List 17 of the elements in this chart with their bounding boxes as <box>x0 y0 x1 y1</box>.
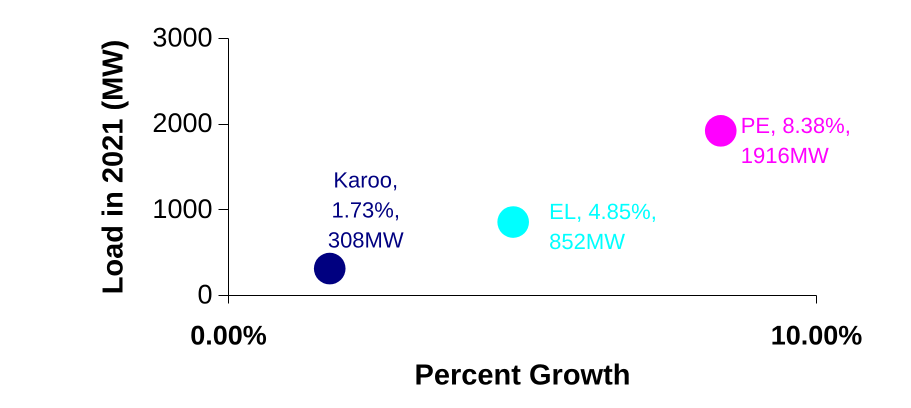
y-axis-title: Load in 2021 (MW) <box>97 40 130 294</box>
y-tick-label: 3000 <box>152 22 212 52</box>
point <box>314 252 346 284</box>
y-tick-label: 1000 <box>152 194 212 224</box>
x-tick-label: 10.00% <box>770 320 862 350</box>
y-tick-label: 0 <box>197 280 212 310</box>
text: 1.73%, 308MW <box>328 198 404 253</box>
text: Karoo, <box>333 168 398 193</box>
text: PE, 8.38%, <box>740 112 851 138</box>
text: 1916MW <box>740 142 829 168</box>
text: 852MW <box>549 229 625 254</box>
point <box>497 206 529 238</box>
point <box>704 115 737 147</box>
y-tick-label: 2000 <box>152 108 212 138</box>
x-tick-label: 0.00% <box>190 320 267 350</box>
text: EL, 4.85%, <box>549 199 657 224</box>
x-axis-title: Percent Growth <box>414 360 630 392</box>
